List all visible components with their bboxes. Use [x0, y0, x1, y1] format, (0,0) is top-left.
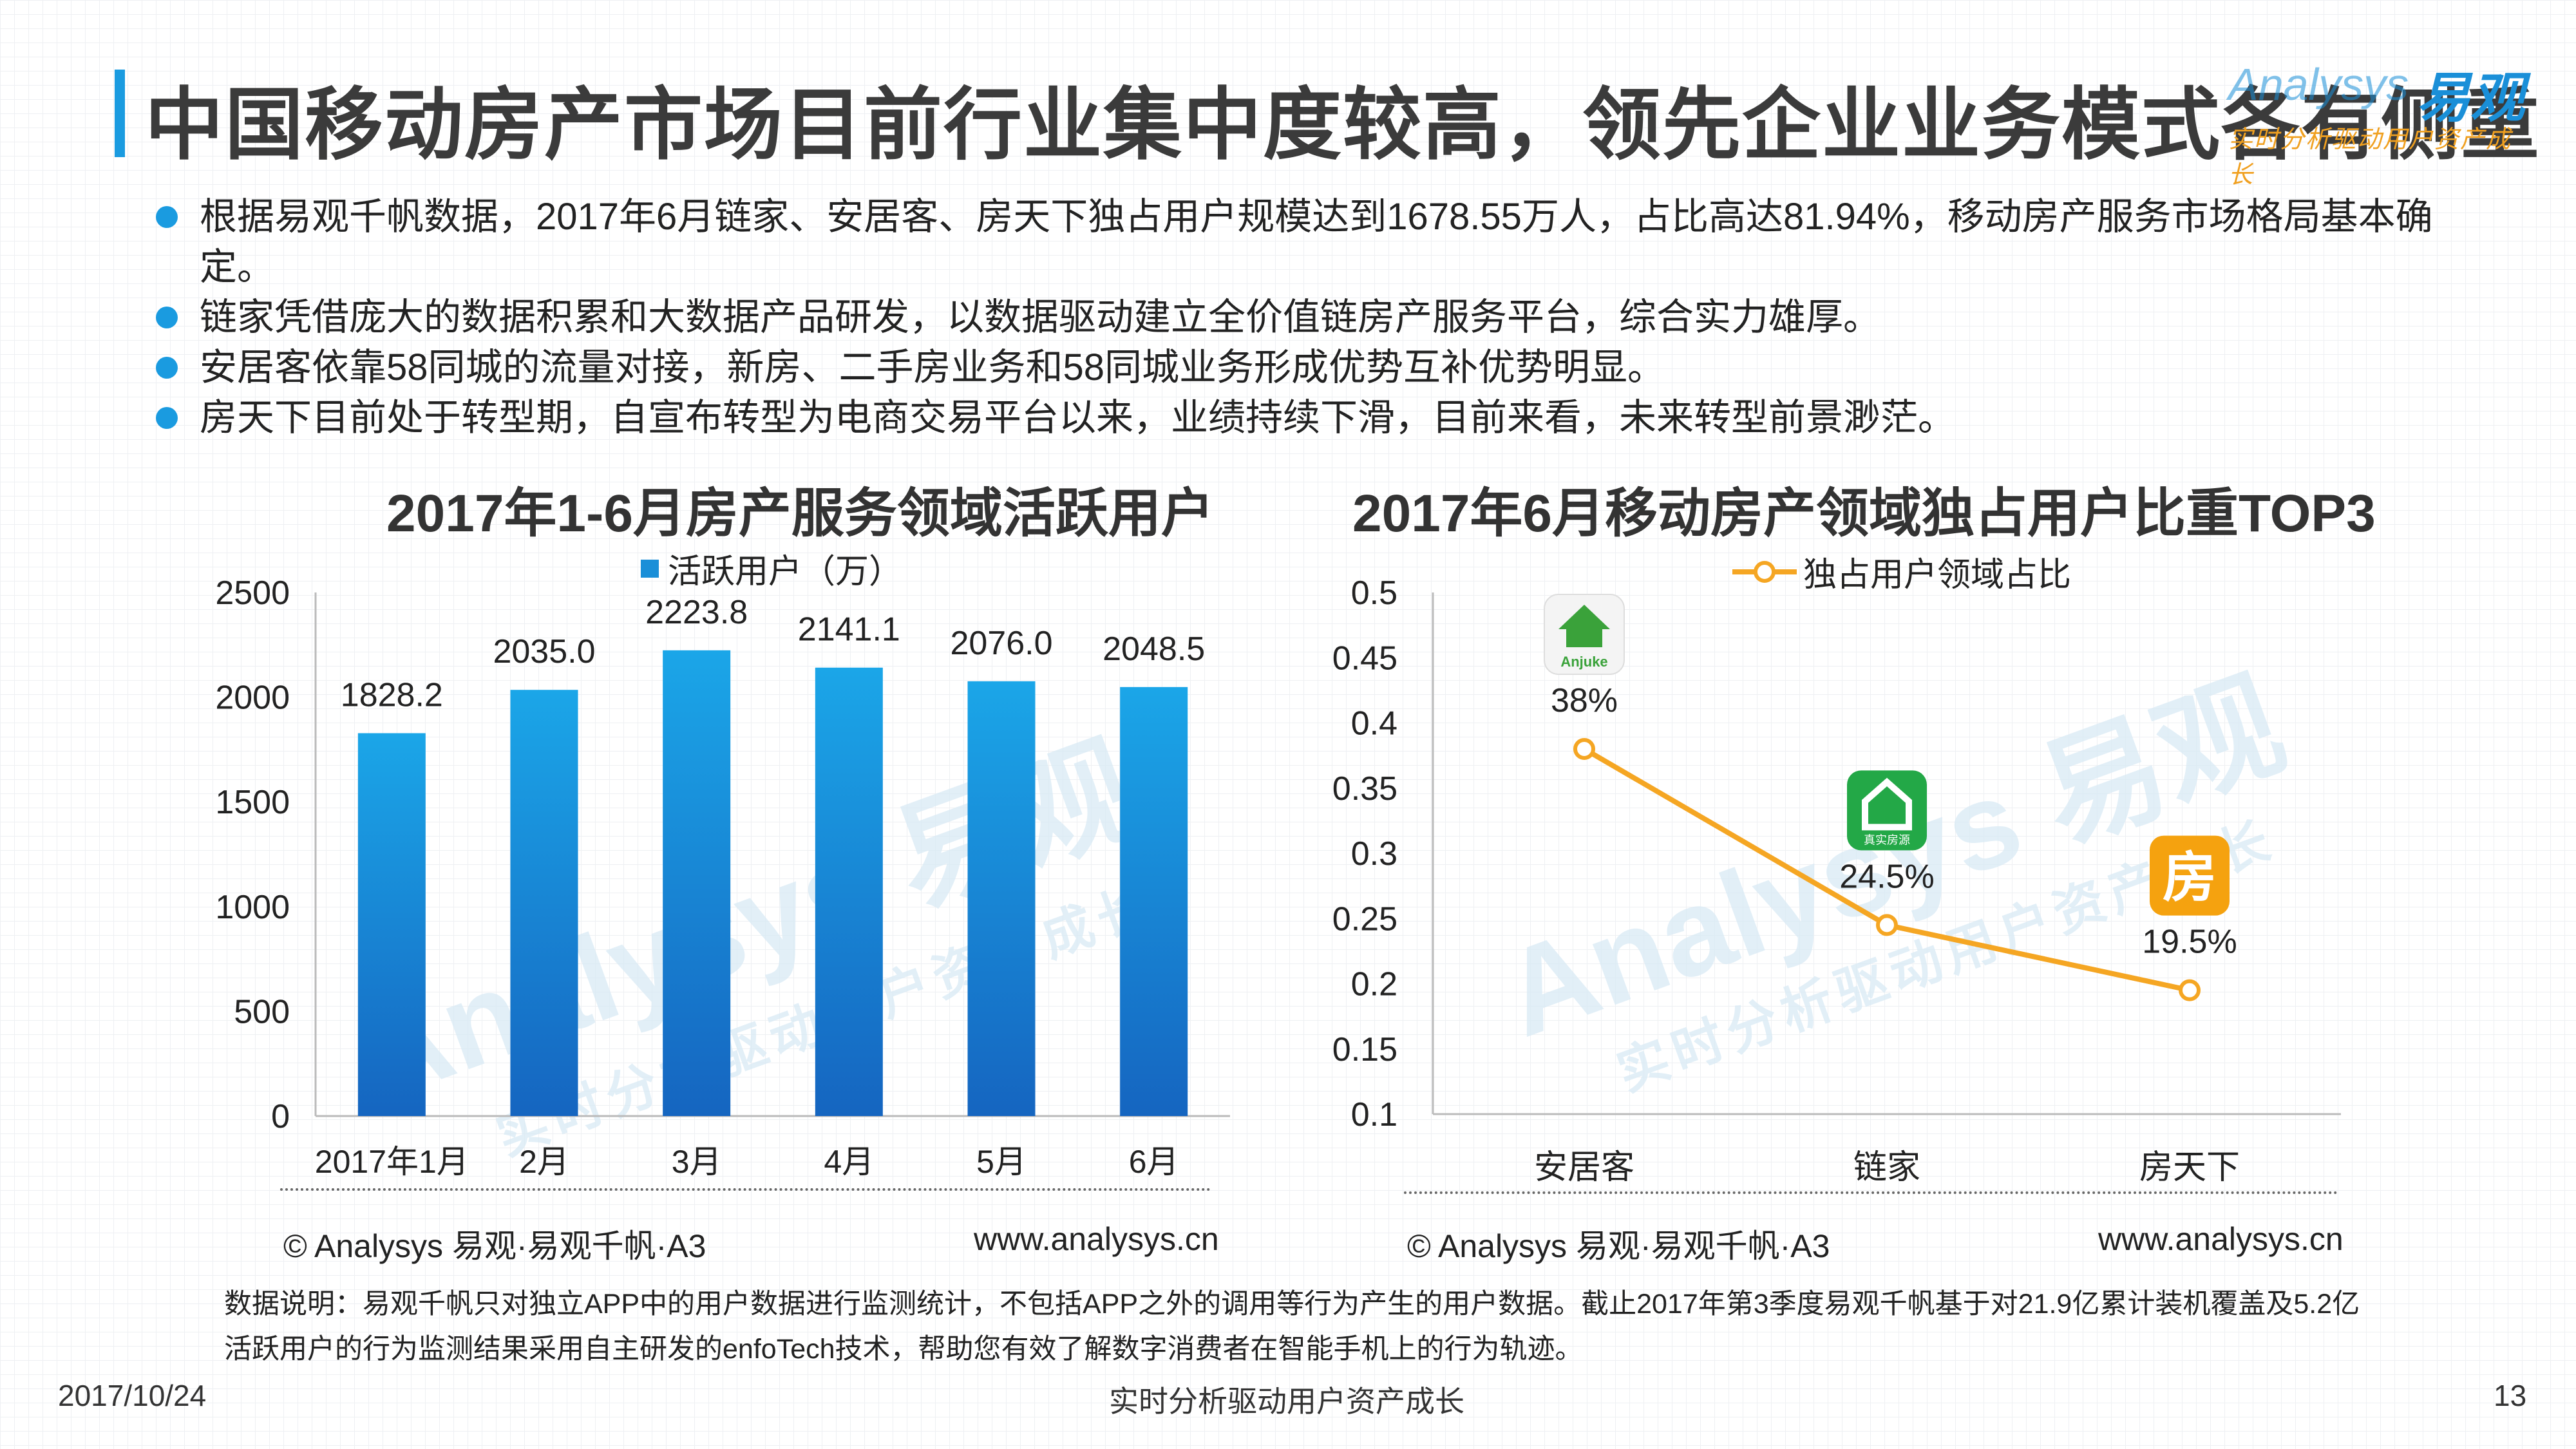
title-accent-bar — [115, 70, 125, 157]
data-label: 24.5% — [1839, 858, 1934, 895]
legend-label: 独占用户领域占比 — [1803, 556, 2072, 594]
data-label: 2223.8 — [645, 594, 748, 631]
bullet-item: 根据易观千帆数据，2017年6月链家、安居客、房天下独占用户规模达到1678.5… — [155, 192, 2447, 292]
line-chart: 0.1 0.15 0.2 0.25 0.3 0.35 0.4 0.45 0.5 38% 安居客 Anj… — [1332, 574, 2341, 1186]
y-tick-label: 2500 — [215, 574, 290, 612]
right-source: © Analysys 易观·易观千帆·A3 — [1407, 1228, 1830, 1264]
house-outline-icon — [1862, 777, 1912, 831]
app-icon-label: 真实房源 — [1864, 833, 1910, 846]
footer-slogan: 实时分析驱动用户资产成长 — [1109, 1385, 1464, 1418]
bar — [1120, 687, 1188, 1116]
logo-slogan: 实时分析驱动用户资产成长 — [2228, 126, 2512, 189]
bar-chart-legend: 活跃用户（万） — [641, 544, 902, 592]
line-chart-title: 2017年6月移动房产领域独占用户比重TOP3 — [1352, 484, 2376, 543]
x-tick-label: 3月 — [672, 1144, 722, 1180]
bar — [967, 681, 1036, 1116]
data-point — [2179, 979, 2201, 1001]
page-number: 13 — [2494, 1379, 2527, 1412]
data-label: 19.5% — [2142, 923, 2237, 961]
logo-chinese: 易观 — [2416, 68, 2524, 128]
bullet-item: 链家凭借庞大的数据积累和大数据产品研发，以数据驱动建立全价值链房产服务平台，综合… — [155, 292, 2447, 343]
legend-line-marker — [1732, 560, 1797, 583]
y-tick-label: 1000 — [215, 889, 290, 926]
x-tick-label: 5月 — [976, 1144, 1027, 1180]
data-label: 38% — [1551, 682, 1618, 719]
left-source: © Analysys 易观·易观千帆·A3 — [283, 1228, 706, 1264]
bullet-dot-icon — [156, 407, 178, 429]
line-chart-legend: 独占用户领域占比 — [1732, 547, 2071, 596]
app-icon-bg — [2150, 835, 2230, 916]
y-tick-label: 500 — [234, 993, 290, 1030]
bar-chart: 0 500 1000 1500 2000 2500 1828.2 2017年1月 2035.0 2… — [215, 574, 1230, 1180]
right-site: www.analysys.cn — [2098, 1221, 2344, 1257]
x-tick-label: 6月 — [1129, 1144, 1179, 1180]
footer-date: 2017/10/24 — [58, 1379, 207, 1412]
y-tick-label: 0 — [271, 1098, 290, 1135]
data-label: 2048.5 — [1103, 630, 1205, 668]
logo-english: Analysys — [2228, 59, 2409, 109]
data-point — [1573, 738, 1595, 760]
y-tick-label: 0.15 — [1332, 1031, 1397, 1068]
y-tick-label: 0.25 — [1332, 900, 1397, 938]
lianjia-app-icon: 真实房源 — [1847, 770, 1927, 851]
anjuke-app-icon: Anjuke — [1544, 594, 1625, 675]
bullet-text: 链家凭借庞大的数据积累和大数据产品研发，以数据驱动建立全价值链房产服务平台，综合… — [200, 296, 1881, 338]
app-icon-label: Anjuke — [1560, 654, 1607, 670]
page-title: 中国移动房产市场目前行业集中度较高，领先企业业务模式各有侧重 — [145, 81, 2541, 169]
x-tick-label: 房天下 — [2139, 1149, 2240, 1186]
y-tick-label: 0.35 — [1332, 770, 1397, 808]
x-tick-label: 2017年1月 — [315, 1144, 469, 1180]
bullet-list: 根据易观千帆数据，2017年6月链家、安居客、房天下独占用户规模达到1678.5… — [155, 192, 2447, 443]
bullet-dot-icon — [156, 307, 178, 328]
y-tick-label: 2000 — [215, 679, 290, 717]
y-tick-label: 1500 — [215, 784, 290, 821]
bar — [815, 667, 883, 1116]
left-site: www.analysys.cn — [974, 1221, 1219, 1257]
data-label: 1828.2 — [341, 676, 443, 714]
data-label: 2141.1 — [798, 611, 900, 649]
y-tick-label: 0.3 — [1351, 835, 1397, 873]
bullet-dot-icon — [156, 357, 178, 379]
y-tick-label: 0.5 — [1351, 574, 1397, 612]
legend-swatch — [641, 559, 659, 578]
bullet-text: 房天下目前处于转型期，自宣布转型为电商交易平台以来，业绩持续下滑，目前来看，未来… — [200, 397, 1956, 439]
y-tick-label: 0.45 — [1332, 639, 1397, 677]
right-footer-divider — [1404, 1191, 2338, 1194]
bar — [510, 690, 578, 1116]
house-icon — [1558, 605, 1610, 647]
data-point — [1876, 914, 1898, 936]
bullet-item: 安居客依靠58同城的流量对接，新房、二手房业务和58同城业务形成优势互补优势明显… — [155, 343, 2447, 393]
data-label: 2076.0 — [950, 625, 1052, 662]
left-footer-divider — [280, 1188, 1211, 1191]
x-tick-label: 安居客 — [1534, 1149, 1634, 1186]
app-icon-label: 房 — [2163, 848, 2217, 908]
bar-chart-title: 2017年1-6月房产服务领域活跃用户 — [386, 484, 1214, 543]
data-note: 数据说明：易观千帆只对独立APP中的用户数据进行监测统计，不包括APP之外的调用… — [224, 1289, 2360, 1365]
y-tick-label: 0.2 — [1351, 966, 1397, 1003]
y-tick-label: 0.4 — [1351, 705, 1397, 743]
legend-label: 活跃用户（万） — [668, 553, 903, 591]
bullet-text: 安居客依靠58同城的流量对接，新房、二手房业务和58同城业务形成优势互补优势明显… — [200, 346, 1665, 388]
x-tick-label: 2月 — [519, 1144, 569, 1180]
data-label: 2035.0 — [493, 633, 595, 670]
x-tick-label: 4月 — [824, 1144, 874, 1180]
x-tick-label: 链家 — [1853, 1149, 1920, 1186]
analysys-logo: Analysys 易观 实时分析驱动用户资产成长 — [2228, 55, 2524, 189]
y-tick-label: 0.1 — [1351, 1096, 1397, 1133]
bar — [357, 733, 426, 1116]
bullet-text: 根据易观千帆数据，2017年6月链家、安居客、房天下独占用户规模达到1678.5… — [200, 196, 2433, 288]
bullet-item: 房天下目前处于转型期，自宣布转型为电商交易平台以来，业绩持续下滑，目前来看，未来… — [155, 393, 2447, 443]
bar — [663, 650, 731, 1116]
fangtianxia-app-icon: 房 — [2150, 835, 2230, 916]
bullet-dot-icon — [156, 206, 178, 228]
